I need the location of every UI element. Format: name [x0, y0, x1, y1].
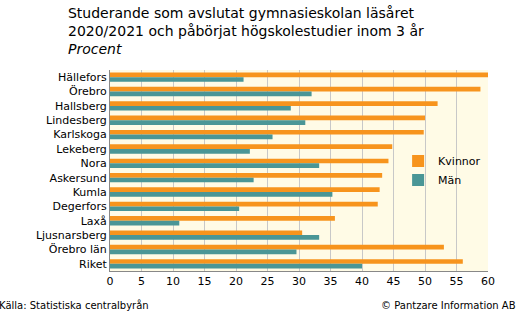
- svg-text:50: 50: [418, 275, 432, 288]
- svg-text:45: 45: [387, 275, 401, 288]
- svg-text:60: 60: [481, 275, 495, 288]
- svg-text:0: 0: [107, 275, 114, 288]
- svg-text:Örebro län: Örebro län: [49, 243, 107, 256]
- svg-text:Nora: Nora: [81, 157, 107, 170]
- svg-text:25: 25: [261, 275, 275, 288]
- svg-text:Degerfors: Degerfors: [52, 200, 107, 213]
- svg-text:Askersund: Askersund: [50, 172, 107, 185]
- svg-text:Laxå: Laxå: [81, 215, 107, 228]
- svg-text:Riket: Riket: [79, 258, 107, 271]
- svg-text:Män: Män: [438, 174, 461, 187]
- svg-text:Lekeberg: Lekeberg: [56, 143, 107, 156]
- svg-text:Lindesberg: Lindesberg: [46, 114, 107, 127]
- svg-text:Hällefors: Hällefors: [58, 71, 107, 84]
- svg-text:5: 5: [138, 275, 145, 288]
- svg-text:55: 55: [450, 275, 464, 288]
- svg-text:40: 40: [355, 275, 369, 288]
- svg-text:Studerande som avslutat gymnas: Studerande som avslutat gymnasieskolan l…: [68, 5, 424, 57]
- svg-text:35: 35: [324, 275, 338, 288]
- svg-text:20: 20: [229, 275, 243, 288]
- svg-text:Karlskoga: Karlskoga: [53, 128, 107, 141]
- svg-text:10: 10: [166, 275, 180, 288]
- svg-text:Hallsberg: Hallsberg: [55, 100, 107, 113]
- svg-text:Kumla: Kumla: [73, 186, 107, 199]
- svg-text:15: 15: [198, 275, 212, 288]
- svg-text:30: 30: [292, 275, 306, 288]
- svg-text:© Pantzare Information AB: © Pantzare Information AB: [381, 300, 516, 311]
- svg-text:Källa: Statistiska centralbyrå: Källa: Statistiska centralbyrån: [0, 299, 149, 311]
- svg-text:Kvinnor: Kvinnor: [438, 155, 480, 168]
- svg-text:Ljusnarsberg: Ljusnarsberg: [36, 229, 107, 242]
- svg-text:Örebro: Örebro: [69, 85, 107, 98]
